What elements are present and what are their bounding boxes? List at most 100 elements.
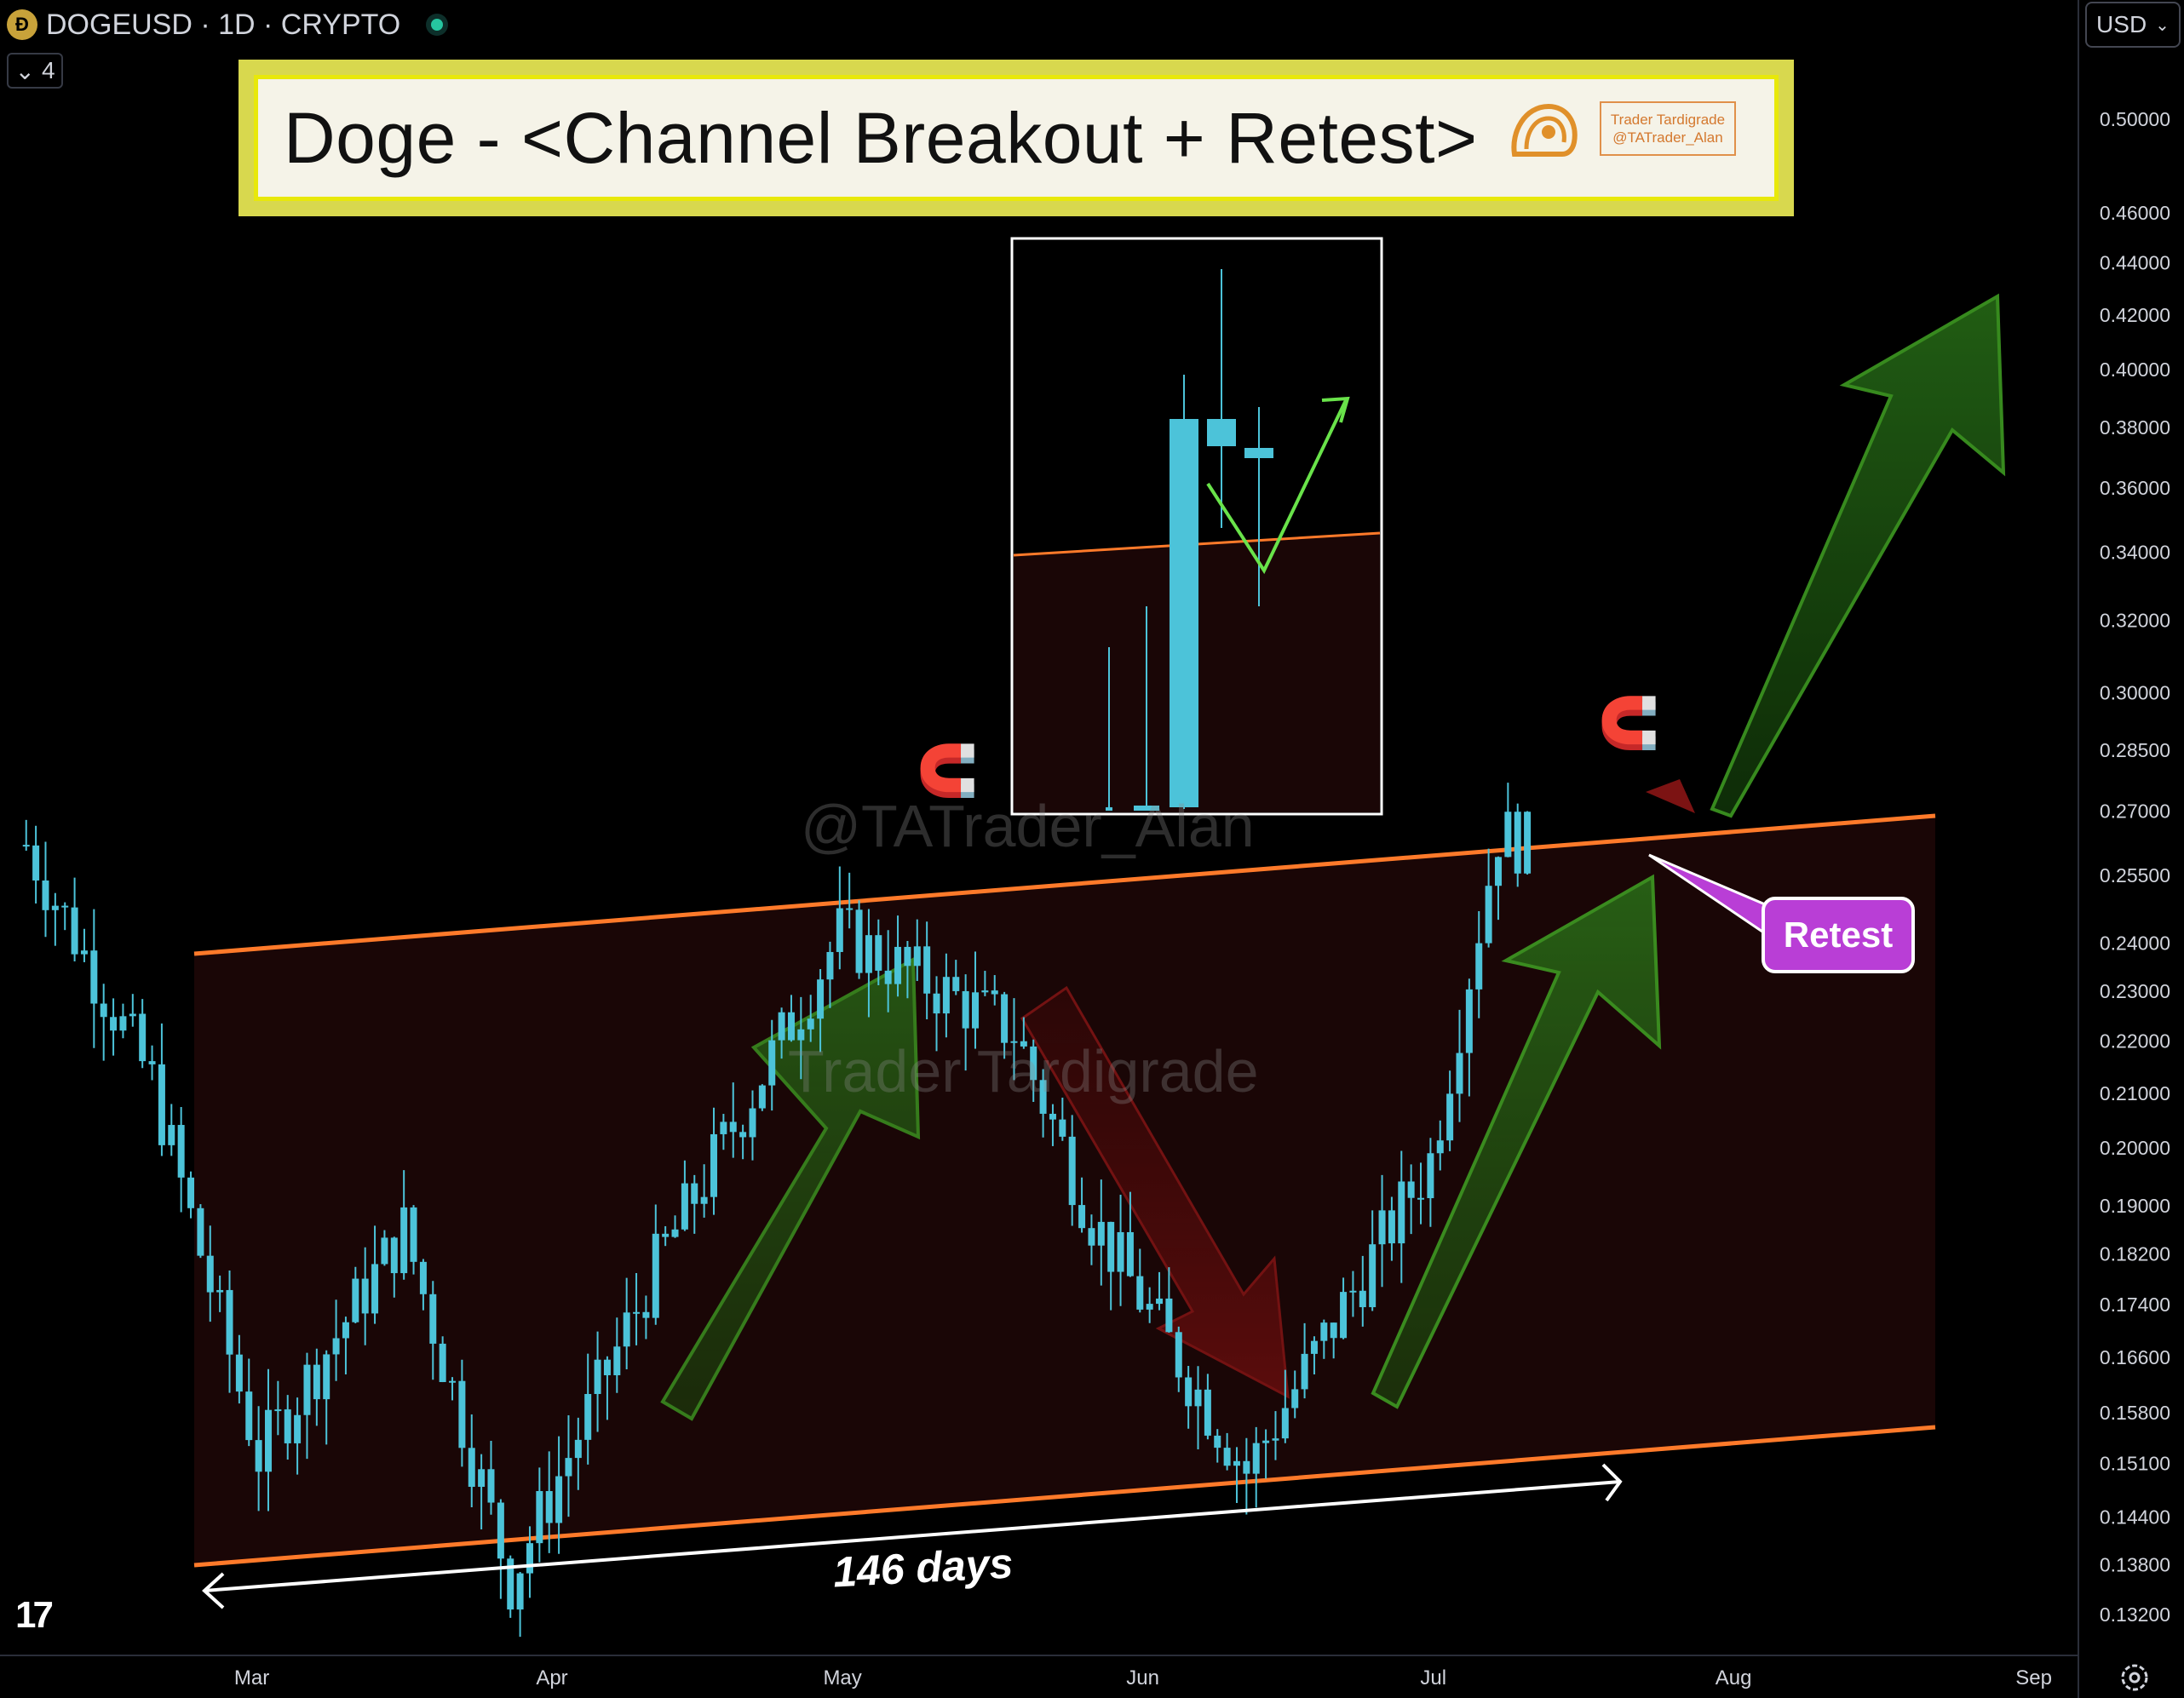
candle-body <box>894 946 902 984</box>
price-tick-label: 0.34000 <box>2100 541 2170 563</box>
price-tick-label: 0.21000 <box>2100 1082 2170 1104</box>
time-tick-label: Mar <box>234 1666 269 1689</box>
magnet-icon: 🧲 <box>917 743 979 799</box>
candle-body <box>1330 1322 1337 1339</box>
inset-candle-body <box>1170 419 1198 807</box>
time-tick-label: Sep <box>2015 1666 2052 1689</box>
candle-body <box>865 935 872 973</box>
candle-body <box>594 1359 601 1394</box>
symbol-header[interactable]: Ð DOGEUSD · 1D · CRYPTO <box>7 5 449 44</box>
inset-candle-body <box>1207 419 1236 446</box>
candle-body <box>846 908 853 910</box>
chevron-down-icon: ⌄ <box>14 57 35 84</box>
candle-body <box>1030 1046 1037 1081</box>
candle-body <box>516 1573 524 1610</box>
candle-body <box>119 1016 127 1031</box>
candle-body <box>758 1085 766 1109</box>
inset-candle-body <box>1106 807 1112 811</box>
bullish-arrow-2 <box>1371 874 1662 1409</box>
bearish-arrow <box>1020 985 1290 1399</box>
channel-lower-line[interactable] <box>193 1425 1936 1568</box>
candle-body <box>836 908 843 952</box>
doge-coin-icon: Ð <box>7 9 37 40</box>
candle-body <box>1204 1389 1211 1436</box>
symbol-label[interactable]: DOGEUSD · 1D · CRYPTO <box>46 8 401 41</box>
channel-fill <box>194 816 1935 1565</box>
inset-candle-body <box>1134 806 1159 811</box>
candle-body <box>729 1121 737 1133</box>
market-status-icon <box>426 14 449 36</box>
price-tick-label: 0.15100 <box>2100 1453 2170 1475</box>
time-tick-label: Aug <box>1716 1666 1752 1689</box>
time-axis[interactable]: Mar Apr May Jun Jul Aug Sep <box>234 1666 2052 1689</box>
candle-body <box>981 990 989 993</box>
price-tick-label: 0.20000 <box>2100 1137 2170 1159</box>
candle-body <box>1272 1438 1279 1441</box>
candle-body <box>536 1490 543 1544</box>
price-tick-label: 0.24000 <box>2100 932 2170 955</box>
price-tick-label: 0.50000 <box>2100 108 2170 130</box>
currency-select[interactable]: USD ⌄ <box>2085 2 2181 48</box>
settings-icon[interactable] <box>2118 1661 2152 1695</box>
candle-body <box>1524 812 1532 874</box>
candle-body <box>410 1207 417 1262</box>
candle-body <box>342 1322 349 1339</box>
candle-body <box>439 1343 446 1383</box>
candle-body <box>235 1354 243 1392</box>
retest-badge: Retest <box>1762 897 1915 973</box>
candle-body <box>1117 1231 1124 1272</box>
candle-body <box>1097 1221 1105 1246</box>
candle-body <box>826 951 834 980</box>
candle-body <box>61 905 69 908</box>
candle-body <box>584 1393 592 1440</box>
candle-body <box>245 1391 253 1441</box>
price-tick-label: 0.13800 <box>2100 1553 2170 1575</box>
candle-body <box>449 1380 457 1383</box>
candle-body <box>468 1448 475 1487</box>
candle-body <box>1039 1080 1047 1114</box>
candle-body <box>390 1237 398 1274</box>
candle-body <box>361 1278 369 1314</box>
price-tick-label: 0.46000 <box>2100 202 2170 224</box>
price-tick-label: 0.40000 <box>2100 359 2170 381</box>
candle-body <box>671 1229 679 1237</box>
channel-upper-line[interactable] <box>193 813 1936 956</box>
price-tick-label: 0.16600 <box>2100 1346 2170 1368</box>
candle-body <box>371 1264 379 1314</box>
tardigrade-logo-icon <box>1511 103 1578 157</box>
candle-body <box>526 1543 533 1574</box>
inset-v-arrow <box>1206 399 1348 575</box>
candle-body <box>1359 1290 1366 1308</box>
candles <box>22 783 1532 1638</box>
candle-body <box>352 1278 359 1322</box>
candle-body <box>613 1346 621 1375</box>
candle-body <box>884 970 892 984</box>
candle-body <box>1398 1181 1405 1244</box>
price-tick-label: 0.27000 <box>2100 800 2170 822</box>
candle-body <box>913 946 921 967</box>
candle-body <box>1136 1276 1144 1310</box>
price-tick-label: 0.30000 <box>2100 682 2170 704</box>
candle-body <box>177 1125 185 1178</box>
candle-body <box>1369 1244 1376 1308</box>
candle-body <box>71 907 78 955</box>
candle-body <box>1378 1210 1386 1245</box>
candle-body <box>129 1013 136 1017</box>
candle-body <box>478 1469 486 1487</box>
candle-body <box>1088 1228 1095 1246</box>
candle-body <box>1446 1093 1454 1141</box>
indicators-toggle[interactable]: ⌄ 4 <box>7 53 63 89</box>
candle-body <box>633 1311 641 1314</box>
candle-body <box>284 1409 291 1443</box>
candle-body <box>1020 1041 1027 1047</box>
candle-body <box>303 1364 311 1415</box>
candle-body <box>1107 1221 1115 1272</box>
candle-body <box>778 1012 785 1041</box>
price-axis[interactable]: 0.50000 0.46000 0.44000 0.42000 0.40000 0.380… <box>2100 108 2170 1626</box>
handle-watermark: @TATrader_Alan <box>801 793 1255 859</box>
candle-body <box>419 1261 427 1294</box>
candle-body <box>216 1289 224 1293</box>
candle-body <box>691 1183 698 1204</box>
candle-body <box>1340 1292 1348 1339</box>
